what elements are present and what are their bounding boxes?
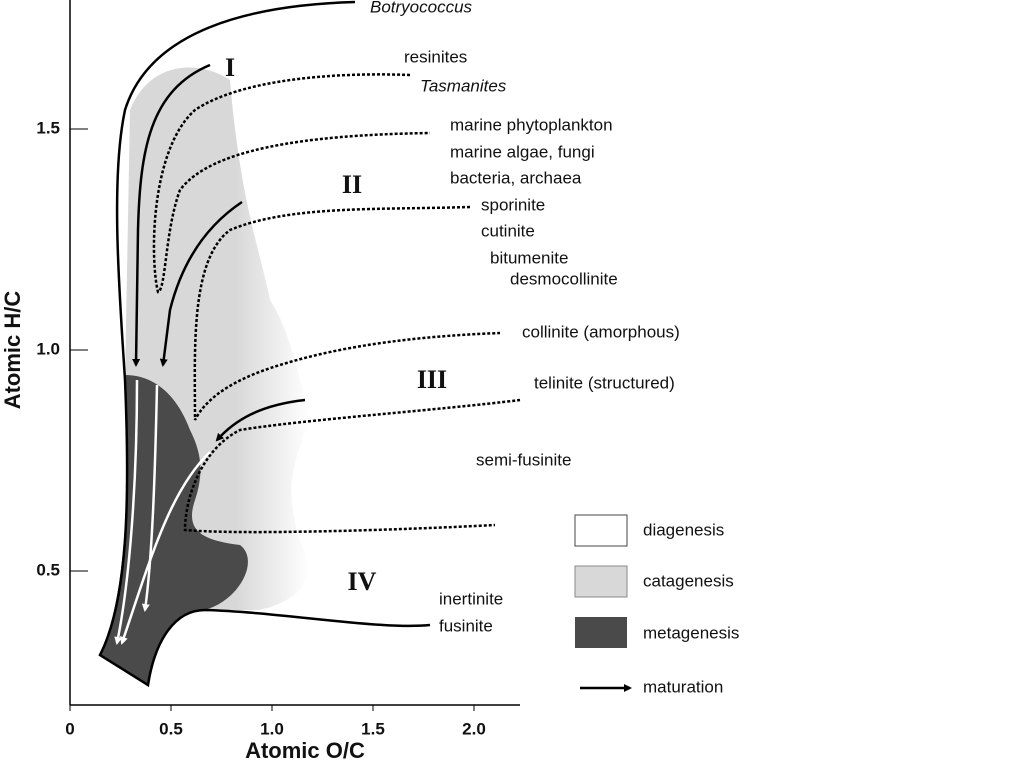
type-ii-iii-boundary	[193, 205, 501, 421]
label: sporinite	[481, 195, 545, 214]
type-label: IV	[348, 567, 377, 596]
source-labels: Botryococcus resinites Tasmanites marine…	[370, 0, 680, 635]
arrow	[215, 398, 306, 442]
x-axis-label: Atomic O/C	[245, 738, 365, 763]
label: bitumenite	[490, 248, 568, 267]
y-axis-label: Atomic H/C	[0, 291, 25, 410]
y-tick-label: 1.5	[36, 118, 60, 137]
x-tick-label: 2.0	[462, 719, 486, 738]
label: semi-fusinite	[476, 450, 571, 469]
arrow	[120, 451, 211, 645]
axes: Atomic O/C Atomic H/C 0 0.5 1.0 1.5 2.0 0.5 1.…	[0, 0, 520, 763]
zones	[100, 67, 310, 685]
maturation-arrows	[114, 63, 306, 645]
label: inertinite	[439, 589, 503, 608]
x-tick-label: 0.5	[159, 719, 183, 738]
legend-swatch	[574, 565, 628, 598]
type-iii-iv-boundary	[183, 398, 521, 534]
label: fusinite	[439, 616, 493, 635]
label: desmocollinite	[510, 269, 618, 288]
label: marine algae, fungi	[450, 142, 595, 161]
x-tick-label: 1.5	[361, 719, 385, 738]
legend-label: diagenesis	[643, 520, 724, 539]
y-tick-label: 0.5	[36, 560, 60, 579]
legend: diagenesis catagenesis metagenesis matur…	[574, 514, 739, 696]
label: resinites	[404, 47, 467, 66]
legend-label: maturation	[643, 677, 723, 696]
type-label: II	[342, 170, 362, 199]
label: Botryococcus	[370, 0, 473, 16]
legend-swatch	[574, 514, 628, 547]
arrow	[159, 200, 243, 367]
type-labels: I II III IV	[225, 53, 447, 596]
arrow	[114, 379, 139, 645]
type-label: I	[225, 53, 235, 82]
y-tick-label: 1.0	[36, 339, 60, 358]
legend-label: metagenesis	[643, 623, 739, 642]
legend-label: catagenesis	[643, 571, 734, 590]
type-i-boundary	[98, 0, 431, 688]
type-label: III	[417, 365, 447, 394]
legend-swatch	[575, 617, 627, 648]
x-tick-label: 1.0	[260, 719, 284, 738]
label: cutinite	[481, 221, 535, 240]
label: collinite (amorphous)	[522, 322, 680, 341]
arrow	[132, 63, 211, 367]
label: bacteria, archaea	[450, 168, 582, 187]
x-tick-label: 0	[65, 719, 74, 738]
label: marine phytoplankton	[450, 115, 613, 134]
arrow	[141, 384, 159, 612]
label: Tasmanites	[420, 76, 507, 95]
boundary-lines	[98, 0, 521, 688]
label: telinite (structured)	[534, 373, 675, 392]
type-i-ii-boundary	[152, 73, 431, 294]
